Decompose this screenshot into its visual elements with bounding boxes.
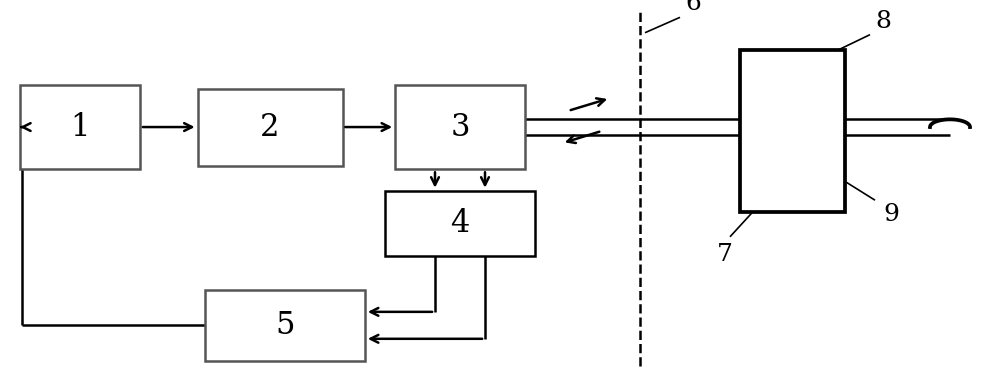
Bar	[385, 191, 535, 256]
Text: 9: 9	[883, 203, 899, 226]
Bar	[205, 290, 365, 361]
Text: 6: 6	[685, 0, 701, 15]
Bar	[20, 85, 140, 169]
Text: 8: 8	[875, 10, 891, 33]
Text: 1: 1	[70, 112, 90, 142]
Bar	[198, 89, 342, 166]
Bar	[740, 50, 845, 212]
Text: 7: 7	[717, 243, 733, 266]
Text: 3: 3	[450, 112, 470, 142]
Text: 4: 4	[450, 208, 470, 239]
Text: 5: 5	[275, 310, 295, 341]
Text: 2: 2	[260, 112, 280, 142]
Bar	[395, 85, 525, 169]
